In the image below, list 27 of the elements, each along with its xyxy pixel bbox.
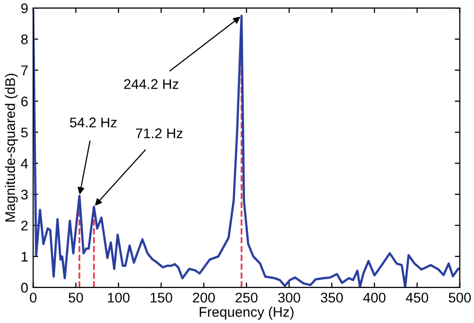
x-tick-label: 250 [236,292,258,303]
annotation: 71.2 Hz [136,128,182,138]
x-tick-label: 500 [448,292,471,303]
x-tick-label: 450 [406,292,428,303]
y-tick-label: 2 [21,220,28,230]
y-tick-label: 0 [21,282,28,293]
x-tick-label: 200 [192,292,215,303]
y-tick-label: 1 [22,252,28,262]
x-tick-label: 400 [363,292,386,303]
y-tick-label: 3 [21,190,28,200]
x-tick-label: 0 [30,292,36,303]
y-tick-label: 6 [21,96,28,106]
annotation: 244.2 Hz [124,79,178,89]
x-axis-title: Frequency (Hz) [200,306,294,320]
x-tick-label: 150 [150,292,172,303]
y-tick-label: 9 [21,3,28,14]
y-tick-label: 5 [21,128,28,138]
y-tick-label: 4 [20,158,28,168]
x-tick-label: 50 [68,292,84,303]
y-axis-title: Magnitude-squared (dB) [4,74,18,222]
line-series [33,10,460,288]
y-tick-label: 7 [21,66,28,76]
x-tick-label: 100 [108,292,130,303]
annotation: 54.2 Hz [70,118,117,128]
x-tick-label: 350 [320,292,343,303]
y-tick-label: 8 [21,34,28,44]
x-tick-label: 300 [278,292,300,303]
